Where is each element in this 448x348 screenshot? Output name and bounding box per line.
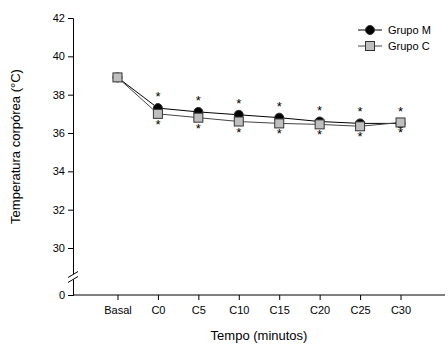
- significance-mark: *: [398, 125, 403, 140]
- axis-break-slash: [68, 272, 78, 278]
- significance-mark: *: [155, 117, 160, 132]
- x-tick-label: C25: [350, 304, 370, 316]
- y-tick: 36: [53, 127, 73, 139]
- significance-mark: *: [358, 104, 363, 119]
- x-axis-line: [73, 295, 445, 296]
- significance-mark: *: [277, 99, 282, 114]
- y-tick-mark: [68, 56, 73, 57]
- x-tick-label: C10: [229, 304, 249, 316]
- significance-mark: *: [196, 93, 201, 108]
- x-tick-mark: [198, 295, 199, 300]
- x-axis-title: Tempo (minutos): [211, 328, 308, 343]
- significance-mark: *: [236, 96, 241, 111]
- legend-label: Grupo M: [388, 24, 431, 36]
- significance-mark: *: [196, 121, 201, 136]
- x-tick-label: C5: [192, 304, 206, 316]
- axis-break: [68, 272, 78, 283]
- y-tick: 0: [59, 289, 73, 301]
- x-tick: C20: [310, 295, 330, 316]
- y-tick-label: 40: [53, 50, 65, 62]
- marker: [113, 73, 122, 82]
- chart: 0 30 32 34 36 38 40 42 Basal C0 C5 C10 C15 C20 C25 C30 T…: [0, 0, 448, 348]
- y-tick: 32: [53, 204, 73, 216]
- x-tick-mark: [158, 295, 159, 300]
- y-axis-line: [68, 19, 74, 296]
- x-tick: Basal: [104, 295, 132, 316]
- significance-mark: *: [277, 126, 282, 141]
- x-tick: C25: [350, 295, 370, 316]
- y-tick-mark: [68, 95, 73, 96]
- y-tick-label: 30: [53, 242, 65, 254]
- x-tick-mark: [117, 295, 118, 300]
- y-tick-label: 34: [53, 165, 65, 177]
- y-tick-label: 32: [53, 204, 65, 216]
- x-tick-mark: [401, 295, 402, 300]
- x-tick: C15: [270, 295, 290, 316]
- legend-marker: [366, 26, 375, 35]
- y-tick-label: 42: [53, 12, 65, 24]
- y-tick: 42: [53, 12, 73, 24]
- y-axis-title: Temperatura corpórea (°C): [8, 69, 23, 224]
- significance-mark: *: [317, 103, 322, 118]
- legend-label: Grupo C: [388, 40, 430, 52]
- x-tick: C5: [192, 295, 206, 316]
- legend-marker: [366, 42, 375, 51]
- y-tick: 38: [53, 89, 73, 101]
- y-tick-mark: [68, 133, 73, 134]
- x-tick-label: C0: [151, 304, 165, 316]
- axis-break-slash: [68, 277, 78, 283]
- y-tick-mark: [68, 171, 73, 172]
- x-tick: C0: [151, 295, 165, 316]
- x-tick-mark: [360, 295, 361, 300]
- y-tick-mark: [68, 18, 73, 19]
- y-tick-label: 38: [53, 89, 65, 101]
- y-tick-label: 0: [59, 289, 65, 301]
- y-tick-label: 36: [53, 127, 65, 139]
- y-tick-mark: [68, 295, 73, 296]
- x-tick: C30: [391, 295, 411, 316]
- marker: [113, 73, 122, 82]
- x-axis: Basal C0 C5 C10 C15 C20 C25 C30: [73, 295, 445, 316]
- y-tick-mark: [68, 210, 73, 211]
- annotations: * * * * * * * * * * * * * *: [155, 89, 403, 144]
- y-tick: 34: [53, 165, 73, 177]
- x-tick-label: C15: [270, 304, 290, 316]
- significance-mark: *: [358, 129, 363, 144]
- y-tick: 40: [53, 50, 73, 62]
- significance-mark: *: [317, 127, 322, 142]
- y-tick: 30: [53, 242, 73, 254]
- significance-mark: *: [236, 125, 241, 140]
- y-tick-mark: [68, 248, 73, 249]
- x-tick-mark: [279, 295, 280, 300]
- x-tick-label: Basal: [104, 304, 132, 316]
- x-tick-label: C20: [310, 304, 330, 316]
- significance-mark: *: [155, 89, 160, 104]
- y-axis: 0 30 32 34 36 38 40 42: [53, 12, 74, 301]
- x-tick-mark: [239, 295, 240, 300]
- significance-mark: *: [398, 104, 403, 119]
- x-tick-mark: [320, 295, 321, 300]
- x-tick: C10: [229, 295, 249, 316]
- x-tick-label: C30: [391, 304, 411, 316]
- legend: Grupo M Grupo C: [358, 24, 431, 52]
